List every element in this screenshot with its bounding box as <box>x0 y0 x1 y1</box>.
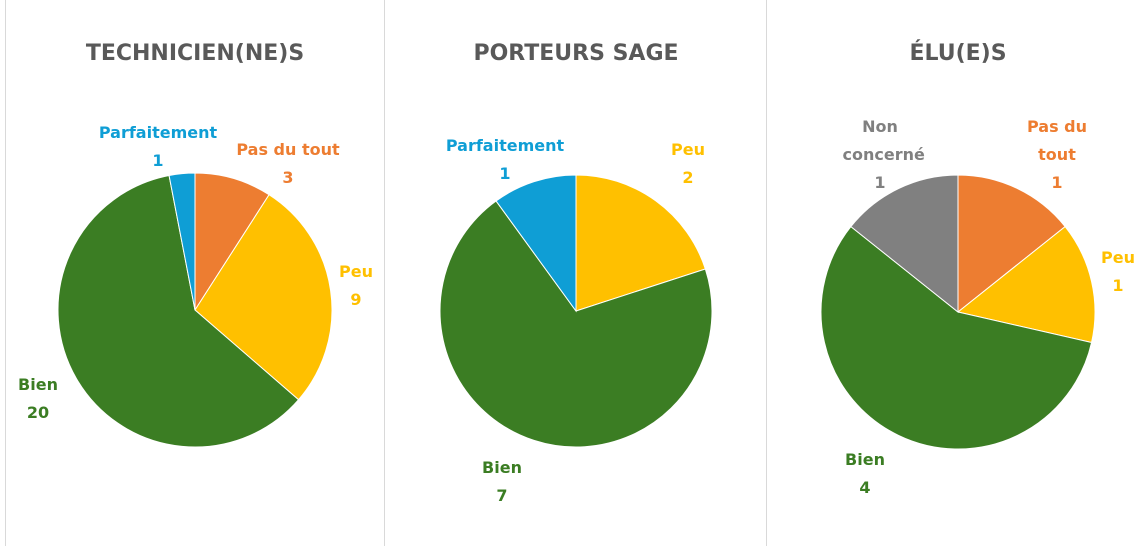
pie-slice <box>575 174 706 312</box>
pie-slice <box>956 225 1096 344</box>
slice-value: 1 <box>1051 173 1063 192</box>
pie-slice <box>439 200 713 448</box>
slice-label: Bien <box>18 375 58 394</box>
pie-slice <box>168 172 196 311</box>
pie-slice <box>495 174 577 313</box>
slice-label: Parfaitement <box>98 123 218 142</box>
slice-value: 1 <box>152 151 164 170</box>
slice-label: Pas du tout <box>1026 117 1088 164</box>
slice-label: Peu <box>1101 248 1135 267</box>
slice-value: 4 <box>859 478 871 497</box>
slice-value: 7 <box>496 486 508 505</box>
slice-value: 3 <box>282 168 294 187</box>
pie-slice <box>194 172 270 312</box>
slice-value: 1 <box>499 164 511 183</box>
slice-label: Bien <box>845 450 885 469</box>
slice-value: 9 <box>350 290 362 309</box>
slice-label: Peu <box>671 140 705 159</box>
slice-value: 1 <box>1112 276 1124 295</box>
slice-label: Pas du tout <box>236 140 340 159</box>
pie-slice <box>820 225 1093 450</box>
pie-slice <box>957 174 1066 314</box>
chart-title: TECHNICIEN(NE)S <box>86 41 304 66</box>
slice-label: Bien <box>482 458 522 477</box>
pie-slice <box>850 174 959 314</box>
slice-label: Parfaitement <box>445 136 565 155</box>
chart-title: PORTEURS SAGE <box>473 41 678 66</box>
slice-label: Peu <box>339 262 373 281</box>
slice-value: 2 <box>682 168 694 187</box>
slice-label: Non concerné <box>842 117 925 164</box>
slice-value: 1 <box>874 173 886 192</box>
pie-slice <box>194 194 333 401</box>
pie-slice <box>57 174 300 448</box>
slice-value: 20 <box>26 403 50 422</box>
chart-title: ÉLU(E)S <box>909 40 1006 66</box>
